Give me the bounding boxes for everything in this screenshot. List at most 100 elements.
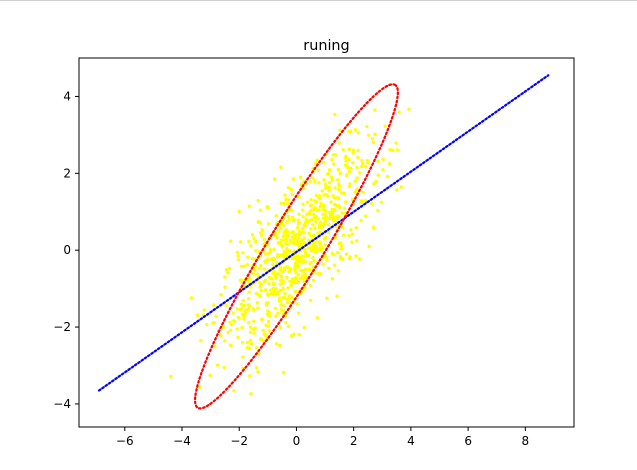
y-tick-label: −2	[53, 320, 71, 334]
scatter-point	[273, 306, 278, 311]
scatter-point	[319, 222, 323, 226]
scatter-point	[301, 268, 306, 273]
scatter-point	[261, 339, 266, 343]
scatter-point	[326, 194, 330, 199]
y-tick-label: 4	[63, 89, 71, 103]
scatter-point	[344, 154, 348, 159]
scatter-point	[374, 179, 378, 184]
scatter-point	[252, 308, 256, 312]
scatter-point	[343, 211, 347, 216]
scatter-point	[275, 235, 279, 240]
scatter-point	[313, 205, 317, 210]
scatter-point	[291, 218, 296, 223]
scatter-point	[241, 314, 246, 318]
scatter-point	[336, 251, 340, 255]
scatter-point	[284, 237, 288, 242]
scatter-point	[279, 227, 283, 231]
scatter-point	[286, 185, 291, 190]
scatter-point	[298, 244, 302, 248]
scatter-point	[261, 328, 265, 333]
scatter-point	[258, 280, 262, 285]
scatter-point	[376, 208, 380, 213]
scatter-point	[324, 209, 328, 213]
scatter-point	[314, 193, 319, 198]
scatter-point	[346, 165, 350, 170]
scatter-point	[342, 233, 346, 237]
scatter-point	[300, 226, 305, 231]
scatter-point	[287, 217, 291, 222]
scatter-point	[314, 220, 318, 224]
scatter-point	[395, 148, 400, 152]
scatter-point	[320, 225, 325, 229]
scatter-point	[290, 192, 295, 197]
scatter-point	[326, 230, 331, 234]
scatter-point	[317, 240, 322, 244]
scatter-point	[336, 269, 341, 273]
scatter-point	[321, 262, 325, 266]
scatter-point	[223, 275, 227, 279]
scatter-point	[311, 223, 315, 227]
scatter-point	[335, 294, 339, 298]
scatter-point	[262, 279, 266, 284]
scatter-point	[295, 265, 300, 270]
scatter-point	[356, 131, 360, 135]
scatter-point	[332, 218, 336, 222]
scatter-point	[376, 173, 380, 177]
x-tick-label: 2	[350, 434, 358, 448]
scatter-point	[248, 325, 253, 330]
chart-title: runing	[303, 38, 349, 54]
x-tick-label: 8	[522, 434, 530, 448]
scatter-point	[332, 263, 337, 267]
scatter-point	[311, 265, 315, 269]
scatter-point	[285, 275, 289, 280]
scatter-point	[205, 322, 209, 327]
scatter-point	[367, 244, 371, 249]
scatter-point	[298, 276, 303, 281]
scatter-point	[286, 286, 290, 290]
scatter-point	[279, 278, 283, 282]
scatter-point	[326, 171, 331, 176]
scatter-point	[354, 239, 359, 243]
scatter-point	[320, 189, 324, 193]
scatter-point	[252, 236, 256, 241]
scatter-point	[245, 263, 250, 267]
scatter-point	[236, 258, 241, 262]
scatter-point	[357, 171, 362, 175]
scatter-point	[259, 233, 264, 237]
scatter-point	[381, 157, 385, 161]
scatter-point	[238, 240, 243, 244]
scatter-point	[315, 158, 320, 162]
scatter-point	[219, 333, 223, 338]
scatter-point	[258, 263, 263, 268]
scatter-point	[383, 124, 387, 128]
scatter-point	[278, 241, 282, 245]
scatter-point	[371, 225, 376, 230]
scatter-point	[365, 158, 369, 163]
scatter-point	[275, 253, 280, 257]
y-tick-label: 2	[63, 166, 71, 180]
scatter-point	[256, 220, 261, 224]
scatter-point	[309, 180, 313, 184]
scatter-point	[350, 240, 354, 244]
scatter-point	[254, 291, 259, 296]
confidence-ellipse	[193, 83, 399, 410]
scatter-point	[297, 212, 301, 216]
scatter-point	[330, 277, 335, 281]
scatter-point	[295, 302, 299, 306]
scatter-point	[302, 236, 307, 240]
scatter-point	[360, 162, 365, 166]
scatter-point	[321, 161, 326, 165]
scatter-point	[235, 327, 239, 331]
scatter-point	[267, 282, 271, 286]
scatter-point	[351, 151, 355, 155]
scatter-point	[337, 184, 341, 188]
scatter-point	[236, 254, 240, 258]
scatter-point	[356, 148, 360, 153]
scatter-point	[312, 259, 317, 263]
scatter-point	[286, 214, 291, 219]
scatter-point	[224, 303, 228, 308]
regression-line-path	[97, 74, 550, 392]
scatter-point	[337, 141, 341, 145]
scatter-point	[325, 296, 329, 300]
scatter-point	[247, 204, 251, 208]
